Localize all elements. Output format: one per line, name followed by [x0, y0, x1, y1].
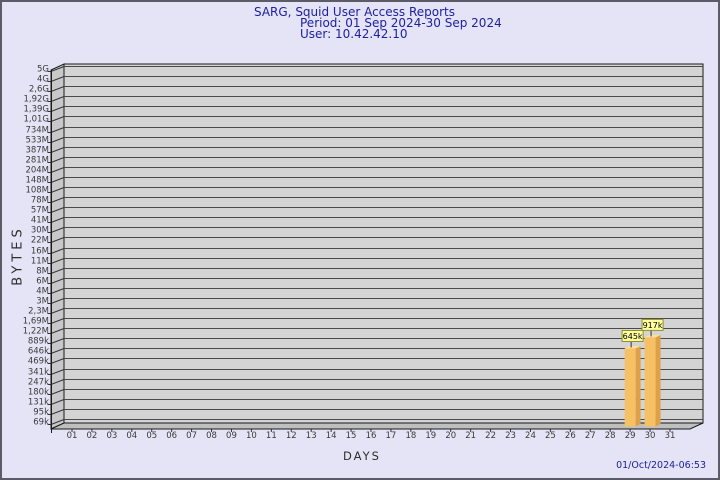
x-axis-tick-label: 05 [146, 431, 157, 441]
y-axis-tick-label: 8M [36, 267, 49, 277]
y-axis-tick-label: 204M [25, 166, 49, 176]
y-axis-tick-label: 3M [36, 297, 49, 307]
y-axis-tick-label: 22M [31, 236, 49, 246]
x-axis-tick-label: 31 [665, 431, 676, 441]
x-axis-tick-label: 21 [465, 431, 476, 441]
bar-top-face [624, 345, 641, 349]
y-axis-tick-label: 6M [36, 277, 49, 287]
x-axis-tick-label: 03 [106, 431, 117, 441]
y-axis-tick-label: 1,01G [23, 115, 49, 125]
y-axis-tick-label: 889k [28, 337, 49, 347]
y-axis-labels: 5G4G2,6G1,92G1,39G1,01G734M533M387M281M2… [23, 65, 49, 428]
y-axis-tick-label: 1,69M [23, 317, 49, 327]
bar-value-label: 917k [643, 321, 663, 330]
y-axis-tick-label: 646k [28, 347, 49, 357]
x-axis-tick-label: 24 [525, 431, 536, 441]
y-axis-tick-label: 734M [25, 126, 49, 136]
x-axis-tick-label: 25 [545, 431, 556, 441]
x-axis-tick-label: 26 [565, 431, 576, 441]
bar-side-face [635, 345, 641, 427]
y-axis-tick-label: 69k [33, 418, 49, 428]
x-axis-tick-label: 07 [186, 431, 197, 441]
y-axis-tick-label: 5G [37, 65, 49, 75]
chart-3d-floor [50, 422, 704, 430]
x-axis-tick-label: 28 [605, 431, 616, 441]
y-axis-tick-label: 281M [25, 156, 49, 166]
y-axis-tick-label: 148M [25, 176, 49, 186]
x-axis-tick-label: 13 [306, 431, 317, 441]
bar-value-callout: 645k [621, 329, 644, 348]
y-axis-title: BYTES [10, 225, 26, 286]
x-axis-tick-label: 04 [126, 431, 137, 441]
y-axis-tick-label: 78M [31, 196, 49, 206]
y-axis-tick-label: 41M [31, 216, 49, 226]
y-axis-tick-label: 4G [37, 75, 49, 85]
generated-timestamp: 01/Oct/2024-06:53 [616, 460, 706, 471]
x-axis-tick-label: 22 [485, 431, 496, 441]
y-axis-tick-label: 57M [31, 206, 49, 216]
x-axis-tick-label: 08 [206, 431, 217, 441]
bar-value-label: 645k [623, 332, 643, 341]
x-axis-tick-label: 27 [585, 431, 596, 441]
y-axis-tick-label: 11M [31, 257, 49, 267]
callout-box [641, 318, 664, 331]
x-axis-tick-label: 20 [445, 431, 456, 441]
y-axis-tick-label: 16M [31, 247, 49, 257]
bar [644, 334, 661, 427]
x-axis-tick-label: 30 [645, 431, 656, 441]
x-axis-tick-label: 17 [386, 431, 397, 441]
chart-period: Period: 01 Sep 2024-30 Sep 2024 [300, 16, 502, 30]
bar [624, 345, 641, 427]
y-axis-tick-label: 95k [33, 408, 49, 418]
x-axis-tick-label: 16 [366, 431, 377, 441]
bar-side-face [655, 334, 661, 427]
bar-front-face [644, 337, 656, 427]
x-axis-tick-label: 12 [286, 431, 297, 441]
plot-area [63, 63, 704, 424]
x-axis-tick-label: 11 [266, 431, 277, 441]
y-axis-tick-label: 247k [28, 378, 49, 388]
bars-group [624, 334, 661, 427]
y-axis-tick-label: 131k [28, 398, 49, 408]
x-axis-tick-label: 02 [87, 431, 98, 441]
y-axis-tick-label: 1,92G [23, 95, 49, 105]
x-axis-tick-label: 09 [226, 431, 237, 441]
chart-user: User: 10.42.42.10 [300, 27, 408, 41]
y-axis-tick-label: 180k [28, 388, 49, 398]
y-gridlines [64, 66, 703, 420]
y-axis-tick-label: 469k [28, 357, 49, 367]
y-axis-tick-label: 2,6G [29, 85, 49, 95]
chart-title: SARG, Squid User Access Reports [254, 5, 456, 19]
bar-front-face [624, 348, 636, 427]
x-axis-ticks [71, 429, 671, 432]
x-axis-tick-label: 06 [166, 431, 177, 441]
y-axis-tick-label: 2,3M [28, 307, 49, 317]
x-axis-labels: 01 02 03 04 05 06 07 08 09 10 11 12 13 14 15 16 17 18 19 20… [67, 431, 676, 441]
y-axis-tick-label: 387M [25, 146, 49, 156]
x-axis-tick-label: 23 [505, 431, 516, 441]
x-axis-tick-label: 19 [425, 431, 436, 441]
x-axis-tick-label: 29 [625, 431, 636, 441]
callout-box [621, 329, 644, 342]
y-axis-tick-label: 341k [28, 368, 49, 378]
y-axis-tick-label: 1,22M [23, 327, 49, 337]
y-axis-tick-label: 533M [25, 136, 49, 146]
x-axis-tick-label: 10 [246, 431, 257, 441]
x-axis-tick-label: 15 [346, 431, 357, 441]
y-axis-tick-label: 4M [36, 287, 49, 297]
bar-top-face [644, 334, 661, 338]
bar-value-callout: 917k [641, 318, 664, 337]
y-axis-tick-label: 1,39G [23, 105, 49, 115]
x-axis-title: DAYS [343, 449, 381, 463]
y-axis-tick-label: 108M [25, 186, 49, 196]
y-axis-tick-label: 30M [31, 226, 49, 236]
x-axis-tick-label: 01 [67, 431, 78, 441]
x-axis-tick-label: 14 [326, 431, 337, 441]
x-axis-tick-label: 18 [405, 431, 416, 441]
